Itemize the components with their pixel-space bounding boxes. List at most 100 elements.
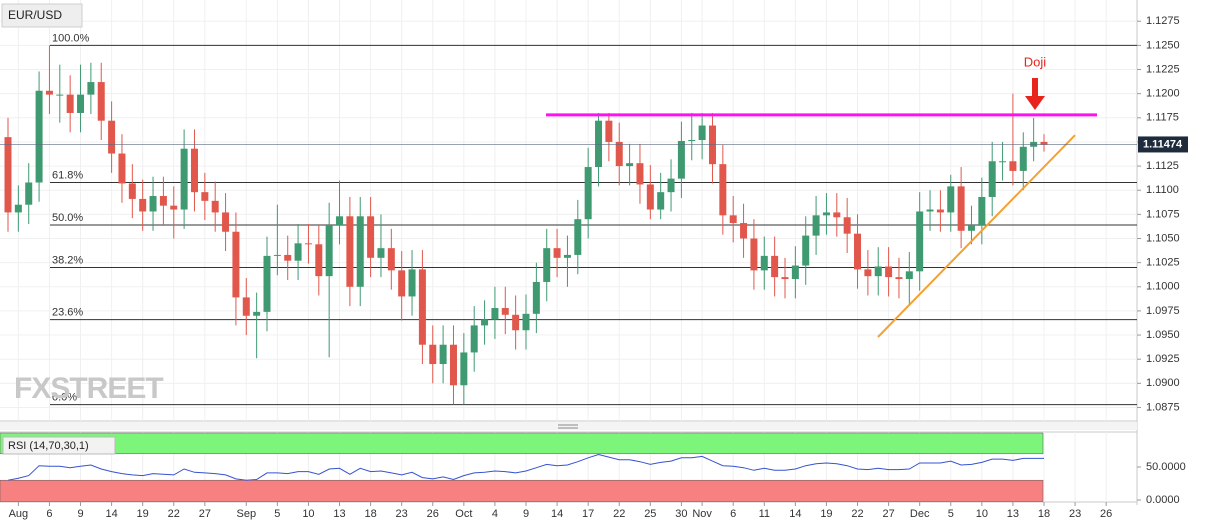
candle-body <box>605 120 613 142</box>
candle-body <box>1019 146 1027 171</box>
panel-divider <box>0 422 1137 430</box>
fibonacci-label: 38.2% <box>52 254 83 266</box>
candle-body <box>988 161 996 197</box>
candle-body <box>481 319 489 326</box>
candle-body <box>294 243 302 261</box>
candle-body <box>584 167 592 220</box>
chart-title: EUR/USD <box>8 8 62 22</box>
fibonacci-label: 23.6% <box>52 307 83 319</box>
candle-body <box>4 137 12 213</box>
y-tick-label: 1.1050 <box>1146 232 1180 244</box>
annotation-arrow-head <box>1025 96 1045 110</box>
candle-body <box>657 192 665 210</box>
candle-body <box>543 248 551 282</box>
candle-body <box>170 205 178 210</box>
x-tick-label: 6 <box>730 508 736 520</box>
candle-body <box>242 297 250 316</box>
candle-body <box>626 163 634 167</box>
candle-body <box>926 209 934 212</box>
y-tick-label: 1.1125 <box>1146 160 1179 172</box>
x-tick-label: 23 <box>396 508 408 520</box>
candle-body <box>429 344 437 365</box>
candle-body <box>201 192 209 201</box>
x-tick-label: 22 <box>168 508 180 520</box>
candle-body <box>719 164 727 216</box>
candle-body <box>449 344 457 386</box>
y-tick-label: 1.1000 <box>1146 281 1180 293</box>
x-tick-label: 5 <box>948 508 954 520</box>
x-tick-label: 4 <box>492 508 498 520</box>
candle-body <box>574 219 582 255</box>
x-tick-label: 9 <box>77 508 83 520</box>
x-tick-label: Nov <box>692 508 712 520</box>
candle-body <box>470 325 478 353</box>
candle-body <box>118 153 126 184</box>
candle-body <box>56 94 64 96</box>
candle-body <box>367 216 375 258</box>
candle-body <box>66 94 74 113</box>
candle-body <box>595 120 603 168</box>
fibonacci-label: 61.8% <box>52 169 83 181</box>
y-tick-label: 1.1250 <box>1146 39 1180 51</box>
candle-body <box>128 183 136 199</box>
x-tick-label: 5 <box>274 508 280 520</box>
x-tick-label: 6 <box>46 508 52 520</box>
candle-body <box>843 217 851 234</box>
rsi-y-tick-label: 0.0000 <box>1146 494 1180 506</box>
x-tick-label: 13 <box>1007 508 1019 520</box>
x-tick-label: 9 <box>523 508 529 520</box>
candle-body <box>833 212 841 218</box>
candle-body <box>667 178 675 193</box>
y-tick-label: 1.1200 <box>1146 88 1180 100</box>
watermark: FXSTREET <box>14 372 163 405</box>
candle-body <box>211 200 219 213</box>
candle-body <box>864 269 872 277</box>
x-tick-label: 22 <box>613 508 625 520</box>
x-tick-label: 14 <box>789 508 801 520</box>
title-box <box>1 3 83 28</box>
candle-body <box>1009 161 1017 171</box>
candle-body <box>512 314 520 331</box>
x-tick-label: 18 <box>364 508 376 520</box>
candle-body <box>1040 141 1048 145</box>
y-tick-label: 1.0925 <box>1146 353 1180 365</box>
candle-body <box>180 148 188 210</box>
fibonacci-label: 100.0% <box>52 32 90 44</box>
y-tick-label: 1.1225 <box>1146 63 1180 75</box>
candle-body <box>978 196 986 225</box>
candle-body <box>418 269 426 345</box>
candle-body <box>346 216 354 287</box>
candle-body <box>553 248 561 258</box>
x-tick-label: 27 <box>199 508 211 520</box>
x-tick-label: 26 <box>427 508 439 520</box>
fibonacci-label: 0.0% <box>52 391 77 403</box>
candle-body <box>222 212 230 232</box>
candle-body <box>885 266 893 278</box>
candle-body <box>87 82 95 95</box>
candle-body <box>190 148 198 193</box>
candle-body <box>688 140 696 142</box>
y-tick-label: 1.1075 <box>1146 208 1180 220</box>
candle-body <box>387 248 395 271</box>
x-tick-label: 22 <box>851 508 863 520</box>
candle-body <box>967 224 975 231</box>
candle-body <box>460 352 468 386</box>
y-tick-label: 1.0900 <box>1146 377 1180 389</box>
candle-body <box>905 271 913 280</box>
candle-body <box>336 216 344 225</box>
candle-body <box>315 244 323 277</box>
rsi-y-tick-label: 50.0000 <box>1146 461 1186 473</box>
candle-body <box>708 125 716 165</box>
y-tick-label: 1.0950 <box>1146 329 1180 341</box>
rsi-line <box>7 453 1044 481</box>
x-tick-label: 18 <box>1038 508 1050 520</box>
candle-body <box>398 270 406 297</box>
candle-body <box>698 125 706 141</box>
x-tick-label: 27 <box>882 508 894 520</box>
x-tick-label: 11 <box>759 508 770 520</box>
candle-body <box>563 254 571 258</box>
candle-body <box>874 266 882 277</box>
candle-body <box>522 313 530 331</box>
